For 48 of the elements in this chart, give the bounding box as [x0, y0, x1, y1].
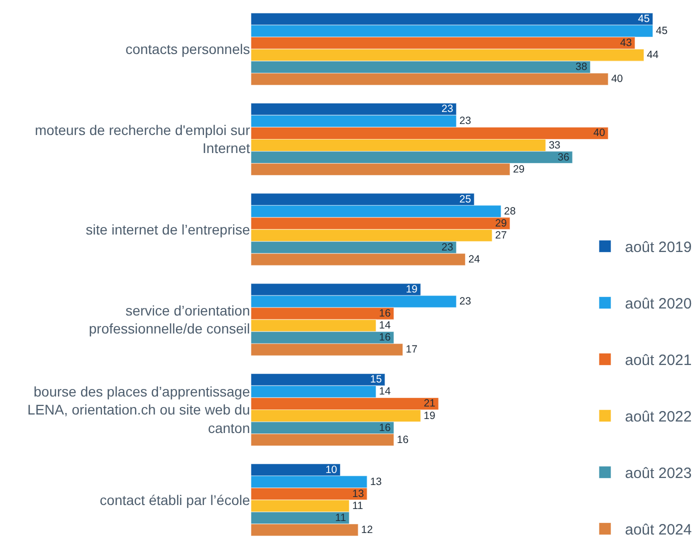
- legend-label: août 2022: [625, 408, 692, 426]
- data-label: 16: [379, 422, 391, 434]
- data-label: 24: [468, 253, 480, 266]
- data-label: 23: [442, 103, 454, 116]
- legend-label: août 2024: [625, 522, 692, 539]
- data-label: 13: [352, 488, 364, 500]
- data-label: 44: [646, 49, 659, 62]
- y-tick-label: contact établi par l’école: [100, 492, 250, 508]
- y-tick-label: service d’orientation professionnelle/de conseil: [88, 302, 250, 337]
- data-label: 29: [512, 163, 525, 176]
- data-label: 38: [576, 61, 588, 74]
- data-label: 11: [352, 500, 364, 512]
- data-label: 12: [361, 524, 373, 536]
- data-label: 19: [424, 410, 436, 422]
- legend-label: août 2023: [625, 465, 692, 482]
- data-label: 14: [379, 320, 391, 332]
- data-label: 33: [548, 139, 561, 152]
- legend-label: août 2020: [625, 296, 692, 313]
- data-label: 16: [379, 332, 391, 344]
- y-tick-label: bourse des places d’apprentissage LENA, orientation.ch ou site web du canton: [27, 383, 250, 436]
- data-label: 43: [620, 37, 632, 50]
- data-label: 17: [406, 344, 418, 356]
- data-label: 13: [370, 476, 382, 488]
- data-label: 36: [558, 151, 570, 164]
- data-label: 16: [396, 434, 409, 446]
- y-tick-label: site internet de l’entreprise: [86, 221, 250, 238]
- data-label: 19: [406, 284, 418, 296]
- data-label: 45: [656, 25, 668, 38]
- data-label: 40: [593, 127, 606, 140]
- data-label: 45: [638, 13, 650, 26]
- data-label: 15: [370, 374, 382, 386]
- data-label: 25: [459, 193, 472, 206]
- data-label: 23: [459, 115, 472, 128]
- legend-label: août 2021: [625, 352, 692, 370]
- data-label: 21: [424, 398, 436, 410]
- data-label: 28: [504, 205, 516, 218]
- data-label: 23: [459, 296, 472, 308]
- legend-label: août 2019: [625, 239, 692, 256]
- data-label: 23: [442, 241, 454, 254]
- data-label: 10: [325, 464, 338, 476]
- data-label: 16: [379, 308, 391, 320]
- y-tick-label: contacts personnels: [125, 40, 250, 57]
- data-label: 11: [335, 512, 346, 524]
- data-label: 40: [611, 73, 624, 86]
- y-tick-label: moteurs de recherche d'emploi sur Internet: [34, 122, 250, 156]
- data-label: 14: [379, 386, 391, 398]
- data-label: 27: [495, 229, 507, 242]
- data-label: 29: [495, 217, 507, 230]
